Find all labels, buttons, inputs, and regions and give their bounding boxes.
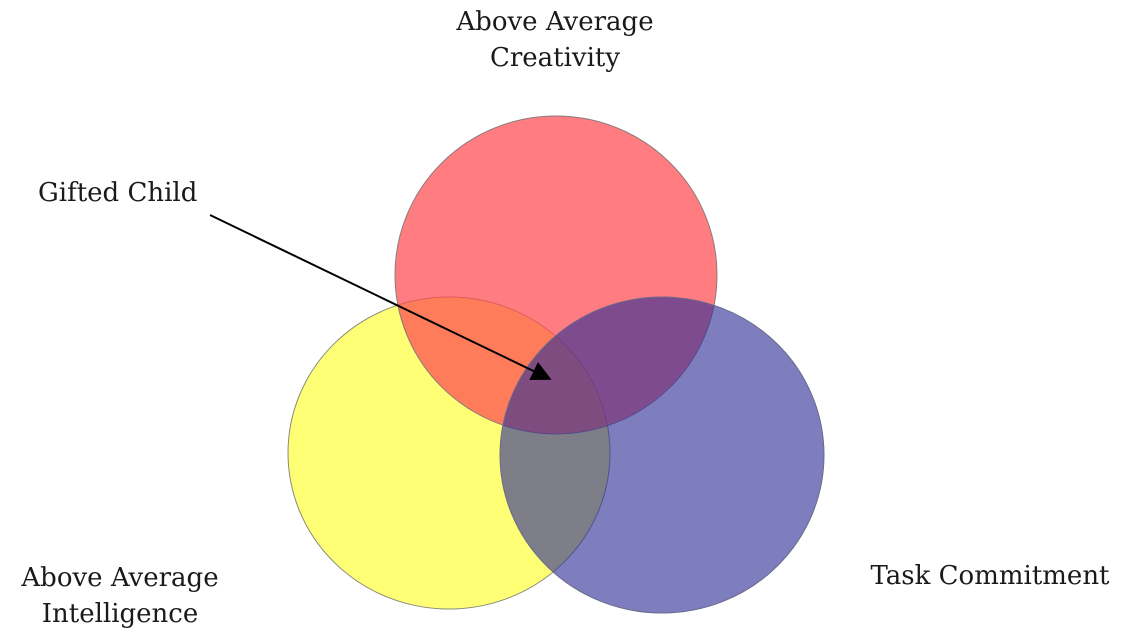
intelligence-label: Above Average Intelligence — [0, 560, 240, 632]
task-commitment-label-line-1: Task Commitment — [870, 561, 1110, 591]
gifted-child-arrow — [209, 214, 552, 381]
task-commitment-label: Task Commitment — [852, 558, 1128, 594]
gifted-child-label: Gifted Child — [38, 175, 197, 211]
intelligence-label-line-1: Above Average — [21, 563, 219, 593]
task-commitment-circle — [499, 296, 825, 614]
creativity-label-line-2: Creativity — [489, 43, 621, 73]
gifted-child-label-text: Gifted Child — [38, 178, 198, 208]
creativity-label-line-1: Above Average — [456, 7, 654, 37]
intelligence-label-line-2: Intelligence — [41, 599, 199, 629]
creativity-label: Above Average Creativity — [405, 4, 705, 76]
